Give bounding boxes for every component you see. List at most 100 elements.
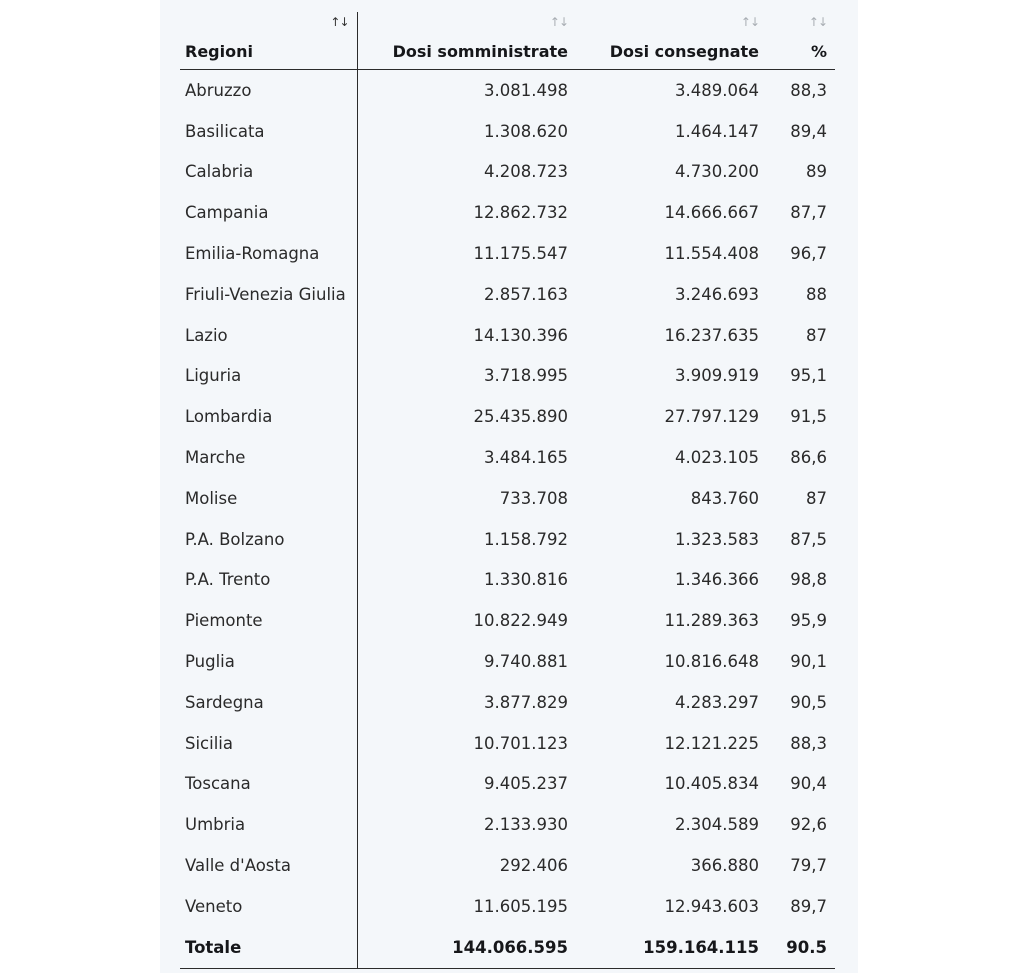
delivered-cell: 1.464.147 <box>675 121 759 141</box>
administered-cell: 292.406 <box>499 856 568 876</box>
percent-cell: 96,7 <box>790 244 827 264</box>
delivered-cell: 3.909.919 <box>675 366 759 386</box>
region-cell: P.A. Bolzano <box>180 518 358 560</box>
region-cell: Abruzzo <box>180 69 358 111</box>
region-cell: P.A. Trento <box>180 559 358 601</box>
table-row: Veneto 11.605.195 12.943.603 89,7 <box>180 885 835 927</box>
column-label: % <box>810 42 827 61</box>
table-row: Lazio 14.130.396 16.237.635 87 <box>180 314 835 356</box>
delivered-cell: 4.283.297 <box>675 692 759 712</box>
percent-cell: 91,5 <box>790 407 827 427</box>
percent-cell: 89,4 <box>790 121 827 141</box>
sort-arrows-icon[interactable]: ↑↓ <box>549 15 569 29</box>
table-row: Liguria 3.718.995 3.909.919 95,1 <box>180 355 835 397</box>
column-label: Regioni <box>185 42 253 61</box>
administered-cell: 10.701.123 <box>473 733 568 753</box>
delivered-cell: 16.237.635 <box>664 325 759 345</box>
table-row: Umbria 2.133.930 2.304.589 92,6 <box>180 804 835 846</box>
administered-cell: 25.435.890 <box>473 407 568 427</box>
table-row: Abruzzo 3.081.498 3.489.064 88,3 <box>180 69 835 111</box>
table-row: Piemonte 10.822.949 11.289.363 95,9 <box>180 600 835 642</box>
percent-cell: 95,9 <box>790 611 827 631</box>
administered-cell: 10.822.949 <box>473 611 568 631</box>
administered-cell: 2.133.930 <box>484 815 568 835</box>
administered-cell: 9.740.881 <box>484 652 568 672</box>
region-cell: Umbria <box>180 804 358 846</box>
region-cell: Campania <box>180 192 358 234</box>
delivered-cell: 11.289.363 <box>664 611 759 631</box>
percent-cell: 79,7 <box>790 856 827 876</box>
table-row: P.A. Trento 1.330.816 1.346.366 98,8 <box>180 559 835 601</box>
administered-cell: 733.708 <box>499 488 568 508</box>
percent-cell: 90,1 <box>790 652 827 672</box>
percent-cell: 87,5 <box>790 529 827 549</box>
administered-cell: 4.208.723 <box>484 162 568 182</box>
table-body: Abruzzo 3.081.498 3.489.064 88,3 Basilicata 1… <box>180 69 835 927</box>
delivered-cell: 1.346.366 <box>675 570 759 590</box>
delivered-cell: 4.730.200 <box>675 162 759 182</box>
table-row: Friuli-Venezia Giulia 2.857.163 3.246.693 8… <box>180 273 835 315</box>
table-row: Sardegna 3.877.829 4.283.297 90,5 <box>180 681 835 723</box>
region-cell: Sardegna <box>180 681 358 723</box>
table-row: Marche 3.484.165 4.023.105 86,6 <box>180 437 835 478</box>
vaccine-doses-table: ↑↓ Regioni ↑↓ Dosi somministrate ↑↓ Dosi… <box>180 12 835 969</box>
region-cell: Marche <box>180 437 358 478</box>
percent-cell: 88,3 <box>790 733 827 753</box>
percent-cell: 90,4 <box>790 774 827 794</box>
header-row: ↑↓ Regioni ↑↓ Dosi somministrate ↑↓ Dosi… <box>180 12 835 70</box>
region-cell: Puglia <box>180 641 358 682</box>
percent-cell: 87 <box>806 488 827 508</box>
percent-cell: 86,6 <box>790 448 827 468</box>
column-header-regioni[interactable]: ↑↓ Regioni <box>180 12 358 70</box>
region-cell: Emilia-Romagna <box>180 233 358 274</box>
table-row: Sicilia 10.701.123 12.121.225 88,3 <box>180 722 835 764</box>
administered-cell: 3.877.829 <box>484 692 568 712</box>
table-row: Puglia 9.740.881 10.816.648 90,1 <box>180 641 835 682</box>
delivered-cell: 12.943.603 <box>664 896 759 916</box>
delivered-cell: 366.880 <box>690 856 759 876</box>
total-administered: 144.066.595 <box>357 926 576 969</box>
delivered-cell: 4.023.105 <box>675 448 759 468</box>
total-percent: 90.5 <box>767 926 835 969</box>
delivered-cell: 3.489.064 <box>675 80 759 100</box>
sort-arrows-icon[interactable]: ↑↓ <box>740 15 760 29</box>
administered-cell: 11.175.547 <box>473 244 568 264</box>
delivered-cell: 10.405.834 <box>664 774 759 794</box>
total-row: Totale 144.066.595 159.164.115 90.5 <box>180 926 835 969</box>
delivered-cell: 12.121.225 <box>664 733 759 753</box>
sort-arrows-icon[interactable]: ↑↓ <box>808 15 828 29</box>
column-header-dosi-somministrate[interactable]: ↑↓ Dosi somministrate <box>357 12 576 70</box>
administered-cell: 1.308.620 <box>484 121 568 141</box>
region-cell: Calabria <box>180 151 358 193</box>
table-row: Valle d'Aosta 292.406 366.880 79,7 <box>180 845 835 886</box>
column-header-dosi-consegnate[interactable]: ↑↓ Dosi consegnate <box>576 12 767 70</box>
percent-cell: 92,6 <box>790 815 827 835</box>
administered-cell: 1.158.792 <box>484 529 568 549</box>
table-row: Campania 12.862.732 14.666.667 87,7 <box>180 192 835 234</box>
table-row: Basilicata 1.308.620 1.464.147 89,4 <box>180 110 835 152</box>
percent-cell: 89 <box>806 162 827 182</box>
column-label: Dosi consegnate <box>609 42 759 61</box>
column-header-percent[interactable]: ↑↓ % <box>767 12 835 70</box>
delivered-cell: 11.554.408 <box>664 244 759 264</box>
administered-cell: 2.857.163 <box>484 284 568 304</box>
region-cell: Veneto <box>180 885 358 927</box>
total-delivered: 159.164.115 <box>576 926 767 969</box>
table-row: Toscana 9.405.237 10.405.834 90,4 <box>180 763 835 805</box>
region-cell: Friuli-Venezia Giulia <box>180 273 358 315</box>
administered-cell: 3.081.498 <box>484 80 568 100</box>
administered-cell: 12.862.732 <box>473 203 568 223</box>
table-panel: ↑↓ Regioni ↑↓ Dosi somministrate ↑↓ Dosi… <box>160 0 858 973</box>
table-header: ↑↓ Regioni ↑↓ Dosi somministrate ↑↓ Dosi… <box>180 12 835 70</box>
table-row: Emilia-Romagna 11.175.547 11.554.408 96,7 <box>180 233 835 274</box>
percent-cell: 98,8 <box>790 570 827 590</box>
region-cell: Sicilia <box>180 722 358 764</box>
total-label: Totale <box>180 926 358 969</box>
delivered-cell: 10.816.648 <box>664 652 759 672</box>
percent-cell: 87,7 <box>790 203 827 223</box>
region-cell: Piemonte <box>180 600 358 642</box>
region-cell: Molise <box>180 477 358 519</box>
delivered-cell: 843.760 <box>690 488 759 508</box>
region-cell: Lazio <box>180 314 358 356</box>
sort-arrows-icon[interactable]: ↑↓ <box>330 15 349 29</box>
